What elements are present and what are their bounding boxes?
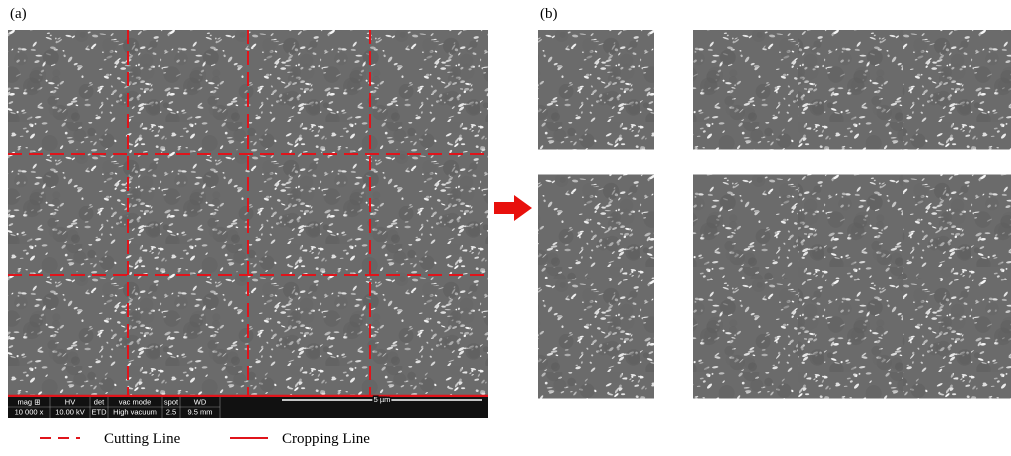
- image-tile: [903, 30, 1011, 150]
- image-tile: [798, 30, 914, 150]
- info-value: 9.5 mm: [187, 407, 212, 416]
- image-tile: [538, 30, 654, 150]
- panel-label: (b): [540, 6, 558, 22]
- info-header: WD: [194, 397, 207, 406]
- info-value: 2.5: [166, 407, 176, 416]
- image-tile: [903, 174, 1011, 294]
- image-tile: [538, 279, 654, 399]
- legend-label: Cropping Line: [282, 431, 370, 447]
- image-tile: [538, 174, 654, 294]
- info-header: vac mode: [119, 397, 152, 406]
- image-tile: [798, 174, 914, 294]
- scale-label: 5 µm: [374, 395, 391, 404]
- info-header: HV: [65, 397, 75, 406]
- info-header: mag ⊞: [18, 397, 41, 406]
- arrow: [494, 195, 532, 221]
- image-tile: [798, 279, 914, 399]
- image-tile: [903, 279, 1011, 399]
- info-header: det: [94, 397, 105, 406]
- info-value: High vacuum: [113, 407, 157, 416]
- info-value: 10.00 kV: [55, 407, 85, 416]
- info-header: spot: [164, 397, 179, 406]
- panel-label: (a): [10, 6, 27, 22]
- image-tile: [693, 279, 809, 399]
- cutting-lines: [8, 30, 488, 396]
- legend-label: Cutting Line: [104, 431, 181, 447]
- image-tile: [693, 30, 809, 150]
- info-value: ETD: [92, 407, 108, 416]
- image-tile: [693, 174, 809, 294]
- info-value: 10 000 x: [15, 407, 44, 416]
